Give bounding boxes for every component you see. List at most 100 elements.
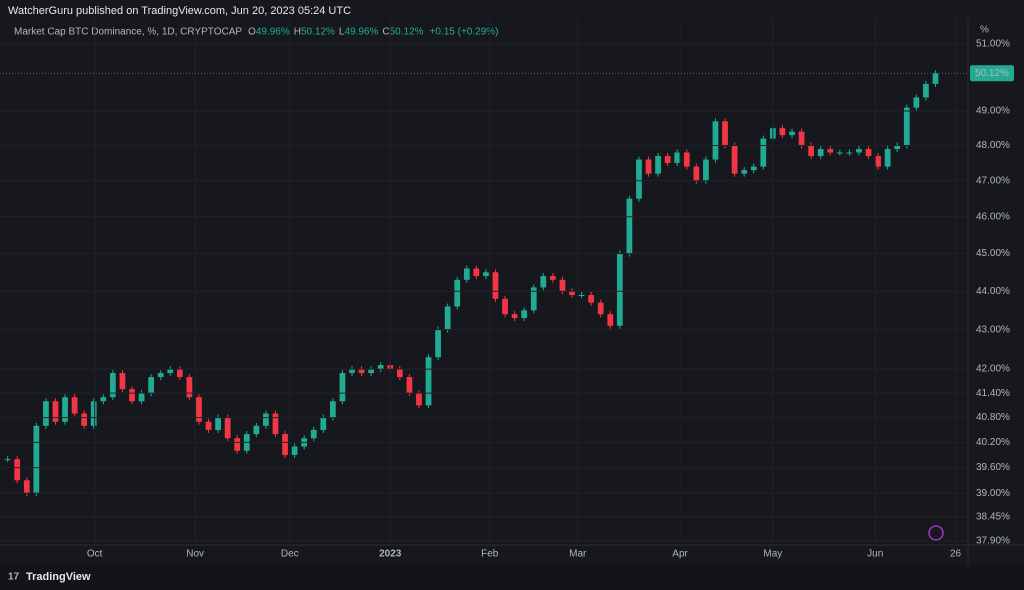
candle-body [377, 365, 384, 370]
candle-body [14, 459, 21, 481]
candle-body [253, 425, 260, 435]
candle-body [425, 357, 432, 406]
candle-body [760, 138, 767, 167]
candle-body [90, 401, 97, 426]
legend-value: 49.96% [256, 27, 290, 38]
candle-body [320, 417, 327, 430]
candle-body [722, 121, 728, 146]
candle-body [205, 421, 212, 430]
candle-body [856, 149, 862, 153]
last-price-label: 50.12% [975, 68, 1009, 79]
candle-body [865, 149, 872, 157]
y-tick-label: 51.00% [976, 39, 1010, 50]
candle-body [636, 159, 642, 199]
candle-body [502, 298, 508, 315]
y-tick-label: 37.90% [976, 536, 1010, 547]
candle-body [511, 314, 518, 319]
x-tick-label: Mar [569, 549, 587, 560]
candle-body [349, 369, 355, 374]
y-tick-label: 39.00% [976, 488, 1010, 499]
candle-body [731, 145, 738, 174]
legend-title: Market Cap BTC Dominance, %, 1D, CRYPTOC… [14, 27, 242, 38]
candle-body [655, 156, 661, 174]
candle-body [52, 401, 59, 422]
candle-body [176, 369, 183, 378]
candle-body [416, 393, 422, 406]
candle-body [119, 373, 126, 390]
flash-icon[interactable] [928, 525, 944, 541]
logo-icon: 17 [8, 572, 20, 583]
candle-body [569, 291, 575, 296]
footer-bar [0, 565, 1024, 590]
candle-body [138, 393, 145, 402]
candle-body [683, 152, 690, 167]
candle-body [81, 413, 88, 426]
x-tick-label: Oct [87, 549, 103, 560]
candle-body [521, 310, 528, 319]
y-tick-label: 40.80% [976, 412, 1010, 423]
published-line: WatcherGuru published on TradingView.com… [8, 5, 351, 17]
y-tick-label: 46.00% [976, 211, 1010, 222]
candle-body [129, 389, 135, 402]
candle-body [836, 152, 843, 154]
candle-body [789, 131, 795, 136]
x-tick-label: 2023 [379, 549, 402, 560]
candle-body [43, 401, 49, 426]
x-tick-label: May [763, 549, 782, 560]
legend-value: 49.96% [344, 27, 378, 38]
candle-body [616, 253, 623, 326]
candle-body [4, 459, 11, 461]
x-tick-label: Feb [481, 549, 499, 560]
candle-body [808, 145, 814, 157]
y-tick-label: 44.00% [976, 286, 1010, 297]
candle-body [674, 152, 681, 164]
candle-body [454, 279, 461, 307]
candle-body [712, 121, 719, 160]
candle-body [215, 417, 221, 430]
y-tick-label: 48.00% [976, 140, 1010, 151]
y-tick-label: 41.40% [976, 388, 1010, 399]
candle-body [903, 107, 910, 146]
candle-body [234, 438, 241, 451]
candle-body [282, 434, 288, 455]
candle-body [923, 83, 929, 98]
y-tick-label: 49.00% [976, 106, 1010, 117]
legend-value: 50.12% [390, 27, 424, 38]
legend-value: 50.12% [301, 27, 335, 38]
candle-body [224, 417, 231, 439]
y-tick-label: 42.00% [976, 364, 1010, 375]
x-tick-label: 26 [950, 549, 962, 560]
candle-body [913, 97, 920, 108]
candle-body [607, 314, 614, 326]
candle-body [559, 279, 566, 292]
candle-body [62, 397, 68, 422]
candle-body [272, 413, 279, 435]
legend-key: O [248, 27, 256, 38]
candle-body [741, 170, 748, 174]
candle-body [588, 295, 594, 303]
candle-body [703, 159, 709, 181]
candle-body [750, 166, 757, 171]
candle-body [540, 276, 547, 288]
candle-body [339, 373, 346, 402]
candle-body [932, 73, 939, 84]
axis-unit: % [980, 25, 989, 36]
y-tick-label: 40.20% [976, 437, 1010, 448]
candle-body [875, 156, 881, 167]
candle-body [798, 131, 805, 146]
x-tick-label: Jun [867, 549, 883, 560]
candle-body [330, 401, 336, 418]
candle-body [530, 287, 537, 311]
candle-body [33, 425, 40, 494]
x-tick-label: Dec [281, 549, 299, 560]
candle-body [310, 429, 317, 439]
candle-body [884, 149, 891, 167]
candle-body [23, 480, 30, 494]
candle-body [817, 149, 824, 157]
candle-body [827, 149, 834, 153]
candle-body [492, 272, 499, 299]
legend-key: L [339, 27, 345, 38]
candle-body [846, 152, 853, 154]
candle-body [693, 166, 700, 181]
